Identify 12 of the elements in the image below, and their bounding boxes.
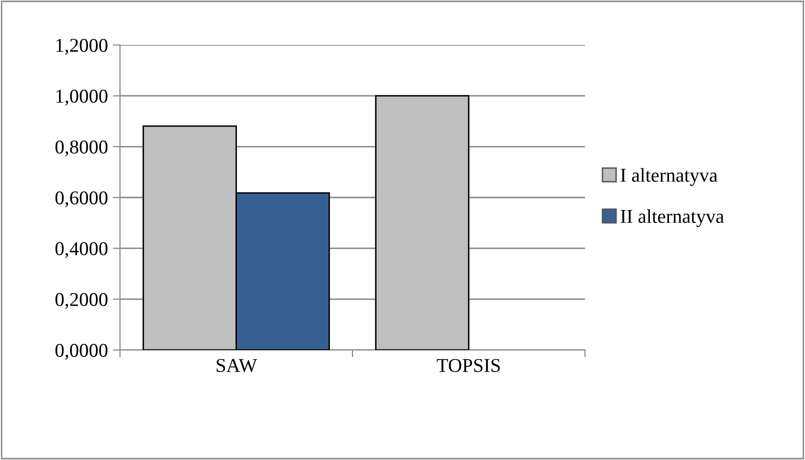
y-tick-label: 0,0000 — [55, 344, 108, 360]
x-tick-label: TOPSIS — [436, 358, 500, 372]
y-tick-label: 0,4000 — [55, 242, 108, 258]
y-tick-label: 0,6000 — [55, 191, 108, 208]
x-tick-label: SAW — [216, 358, 258, 372]
y-tick-label: 0,2000 — [55, 292, 108, 309]
legend-label: I alternatyva — [620, 168, 718, 186]
y-tick-label: 0,8000 — [55, 140, 108, 156]
legend-label: II alternatyva — [620, 209, 724, 227]
y-tick-label: 1,0000 — [56, 90, 108, 106]
bar — [375, 95, 470, 350]
y-tick-label: 1,2000 — [56, 38, 108, 55]
